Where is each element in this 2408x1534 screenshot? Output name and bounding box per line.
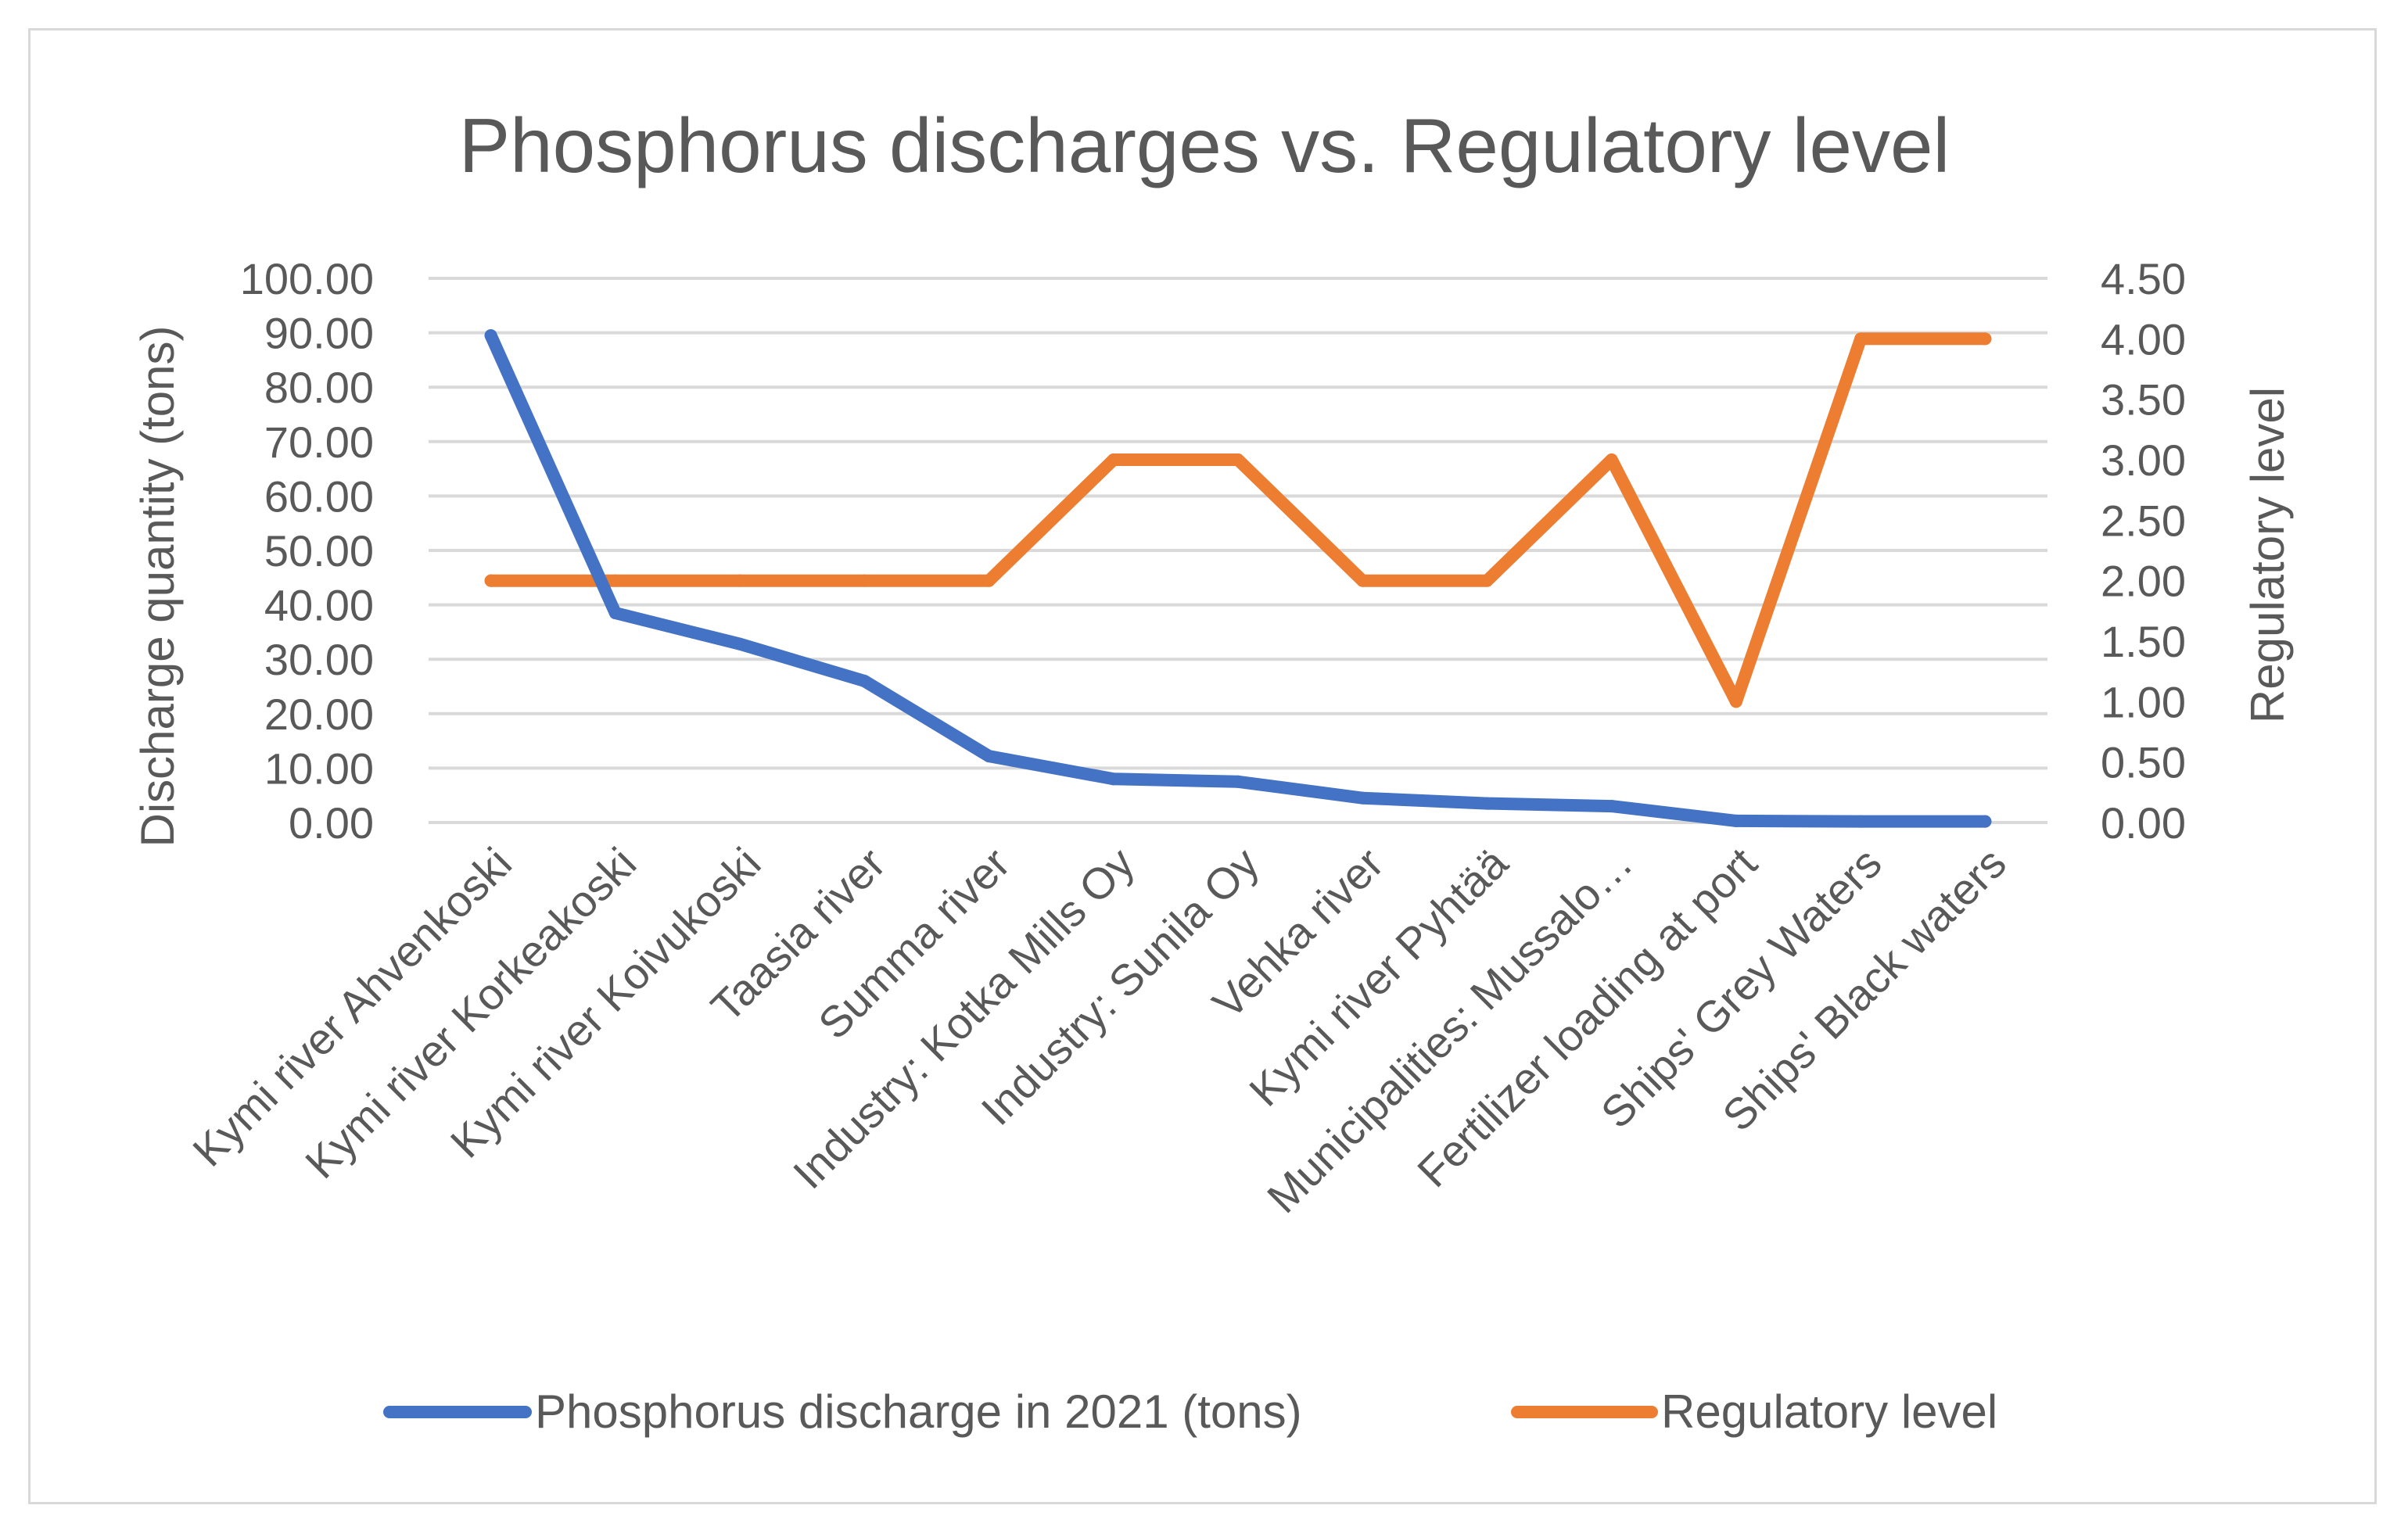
data-point bbox=[1356, 574, 1369, 587]
y-tick-label: 80.00 bbox=[264, 363, 374, 412]
y-tick-label: 10.00 bbox=[264, 744, 374, 793]
data-point bbox=[1854, 815, 1868, 828]
data-point bbox=[982, 750, 996, 763]
y2-tick-label: 2.00 bbox=[2101, 557, 2186, 606]
data-point bbox=[858, 675, 871, 688]
y-tick-label: 60.00 bbox=[264, 471, 374, 521]
y2-tick-label: 4.50 bbox=[2101, 254, 2186, 303]
y-tick-label: 70.00 bbox=[264, 418, 374, 467]
data-point bbox=[1979, 815, 1992, 828]
y-tick-label: 40.00 bbox=[264, 581, 374, 630]
legend-label: Regulatory level bbox=[1661, 1385, 1997, 1438]
y2-axis-title: Regulatory level bbox=[2241, 387, 2294, 723]
data-point bbox=[1729, 695, 1742, 708]
y2-tick-label: 0.50 bbox=[2101, 738, 2186, 787]
data-point bbox=[858, 574, 871, 587]
data-point bbox=[734, 637, 747, 651]
data-point bbox=[1107, 453, 1120, 466]
data-point bbox=[1605, 453, 1618, 466]
data-point bbox=[1480, 797, 1494, 810]
y-tick-label: 0.00 bbox=[289, 798, 374, 848]
data-point bbox=[1854, 332, 1868, 346]
data-point bbox=[1356, 791, 1369, 805]
y2-tick-label: 1.00 bbox=[2101, 677, 2186, 726]
legend: Phosphorus discharge in 2021 (tons) Regul… bbox=[383, 1385, 1997, 1438]
data-point bbox=[484, 329, 497, 342]
y-axis-title: Discharge quantity (tons) bbox=[131, 326, 184, 848]
legend-label: Phosphorus discharge in 2021 (tons) bbox=[535, 1385, 1302, 1438]
data-point bbox=[734, 574, 747, 587]
y-tick-label: 20.00 bbox=[264, 690, 374, 739]
chart-frame bbox=[28, 28, 2377, 1504]
data-point bbox=[1605, 800, 1618, 813]
data-point bbox=[484, 574, 497, 587]
y2-tick-label: 1.50 bbox=[2101, 617, 2186, 666]
y-tick-label: 50.00 bbox=[264, 526, 374, 575]
data-point bbox=[982, 574, 996, 587]
series-line-regulatory-level bbox=[484, 332, 1992, 708]
y2-tick-label: 3.50 bbox=[2101, 375, 2186, 425]
data-point bbox=[1729, 814, 1742, 827]
data-point bbox=[608, 607, 622, 620]
y-tick-label: 30.00 bbox=[264, 635, 374, 684]
data-point bbox=[608, 574, 622, 587]
y2-tick-label: 4.00 bbox=[2101, 314, 2186, 364]
y-tick-label: 100.00 bbox=[240, 254, 374, 303]
chart-title: Phosphorus discharges vs. Regulatory lev… bbox=[459, 102, 1950, 188]
y2-tick-label: 3.00 bbox=[2101, 435, 2186, 485]
data-point bbox=[1979, 332, 1992, 346]
data-point bbox=[1232, 453, 1244, 466]
right-axis-ticks: 0.00 0.50 1.00 1.50 2.00 2.50 3.00 3.50 4.00 4.50 bbox=[2101, 254, 2186, 848]
data-point bbox=[1107, 772, 1120, 786]
gridlines bbox=[429, 277, 2047, 824]
y2-tick-label: 2.50 bbox=[2101, 496, 2186, 545]
y2-tick-label: 0.00 bbox=[2101, 798, 2186, 848]
data-point bbox=[1480, 574, 1494, 587]
data-point bbox=[1232, 775, 1244, 788]
series-lines bbox=[484, 329, 1992, 828]
y-tick-label: 90.00 bbox=[264, 309, 374, 358]
